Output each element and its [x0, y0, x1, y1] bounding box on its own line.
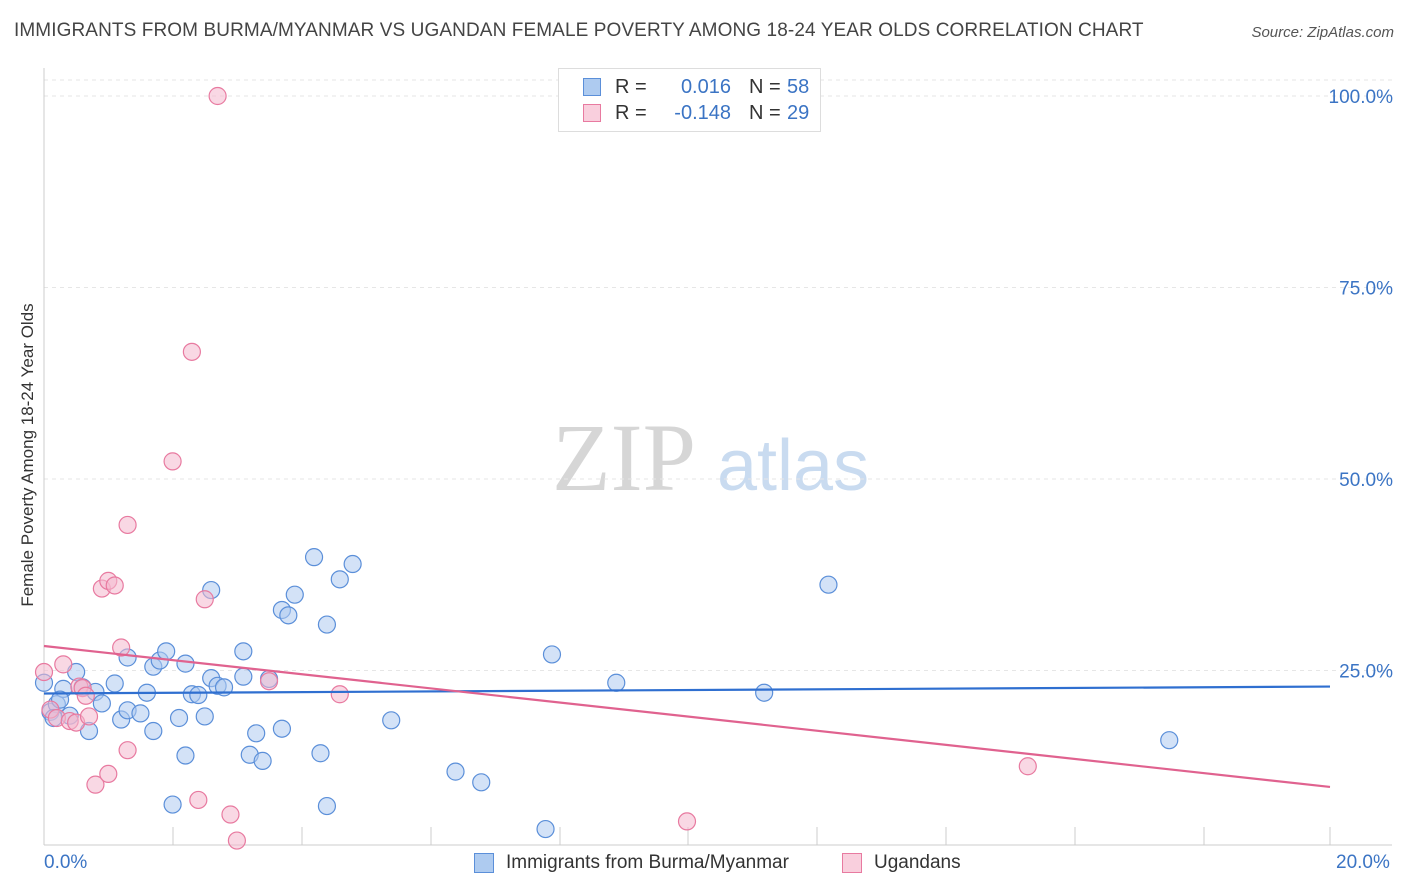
burma-point [542, 645, 562, 664]
ugandan-point [54, 655, 73, 674]
burma-point [819, 575, 838, 594]
burma-point [157, 642, 176, 661]
burma-point [343, 554, 362, 574]
burma-point [536, 819, 555, 839]
ugandan-point [330, 685, 349, 704]
legend-n-value: 58 [787, 75, 810, 98]
burma-point [272, 719, 292, 738]
ugandan-point [105, 576, 124, 595]
source-label: Source: ZipAtlas.com [1251, 24, 1394, 41]
burma-point [169, 708, 189, 728]
ugandan-point [182, 342, 201, 361]
burma-point [304, 548, 324, 567]
watermark-atlas: atlas [717, 426, 869, 506]
burma-point [189, 685, 208, 705]
burma-point [1160, 731, 1179, 750]
burma-point [247, 724, 266, 743]
burma-point [472, 773, 491, 792]
burma-point [285, 585, 304, 604]
burma-point [105, 674, 124, 693]
y-tick-label: 75.0% [1339, 279, 1393, 300]
legend-r-value: -0.148 [674, 101, 731, 124]
ugandan-point [227, 831, 246, 850]
burma-point [195, 707, 214, 726]
legend-n-value: 29 [787, 101, 810, 124]
legend-swatch-ugandans [583, 104, 601, 122]
bottom-legend-label-burma: Immigrants from Burma/Myanmar [506, 852, 789, 873]
burma-point [131, 704, 150, 723]
y-tick-label: 50.0% [1339, 470, 1393, 491]
legend-swatch-burma [583, 78, 601, 96]
y-tick-label: 100.0% [1329, 87, 1394, 108]
ugandan-point [189, 790, 208, 810]
legend-r-label: R = [615, 101, 647, 124]
y-ticks: 100.0% 75.0% 50.0% 25.0% [1329, 87, 1394, 683]
burma-point [382, 711, 401, 730]
ugandan-point [79, 707, 99, 726]
correlation-legend: R = 0.016 N = 58 R = -0.148 N = 29 [558, 68, 821, 132]
burma-point [446, 762, 465, 781]
burma-point [176, 746, 195, 765]
trend-lines [43, 644, 1331, 789]
burma-point [92, 694, 111, 713]
burma-point [311, 744, 330, 763]
burma-point [176, 654, 195, 673]
ugandan-point [163, 452, 182, 471]
ugandan-point [34, 662, 54, 682]
bottom-legend-label-ugandans: Ugandans [874, 852, 961, 873]
burma-point [607, 673, 626, 692]
ugandan-point [221, 805, 240, 824]
legend-r-value: 0.016 [680, 75, 731, 98]
legend-n-label: N = [749, 75, 781, 98]
burma-point [317, 796, 337, 816]
trend-line-burma [43, 685, 1331, 695]
burma-point [234, 667, 253, 686]
grid [44, 79, 1392, 671]
bottom-legend-ugandans: Ugandans [842, 852, 961, 874]
ugandan-point [677, 812, 697, 831]
burma-point [755, 683, 774, 702]
ugandan-point [112, 638, 131, 657]
x-tick-max: 20.0% [1336, 852, 1390, 873]
trend-line-ugandans [43, 644, 1331, 789]
burma-point [253, 751, 272, 770]
x-tick-min: 0.0% [44, 852, 88, 873]
bottom-legend-burma: Immigrants from Burma/Myanmar [474, 852, 789, 874]
ugandan-point [208, 86, 227, 106]
ugandan-point [195, 590, 214, 609]
ugandan-point [99, 764, 118, 784]
legend-row-burma: R = 0.016 N = 58 [583, 74, 809, 100]
ugandan-point [118, 515, 137, 535]
bottom-legend-swatch-ugandans [842, 853, 862, 873]
y-tick-label: 25.0% [1339, 662, 1393, 683]
burma-point [279, 606, 298, 625]
watermark-zip: ZIP [552, 404, 696, 511]
ugandan-point [76, 686, 95, 705]
legend-n-label: N = [749, 101, 781, 124]
ugandan-point [86, 775, 105, 794]
ugandan-point [1018, 757, 1037, 776]
data-points [34, 86, 1179, 850]
legend-row-ugandans: R = -0.148 N = 29 [583, 100, 809, 126]
legend-r-label: R = [615, 75, 647, 98]
burma-point [317, 615, 337, 634]
burma-point [234, 642, 253, 661]
burma-point [330, 570, 349, 589]
ugandan-point [118, 741, 137, 760]
burma-point [144, 721, 163, 741]
ugandan-point [259, 672, 279, 691]
chart-title: IMMIGRANTS FROM BURMA/MYANMAR VS UGANDAN… [14, 20, 1144, 41]
burma-point [163, 795, 182, 814]
bottom-legend-swatch-burma [474, 853, 494, 873]
